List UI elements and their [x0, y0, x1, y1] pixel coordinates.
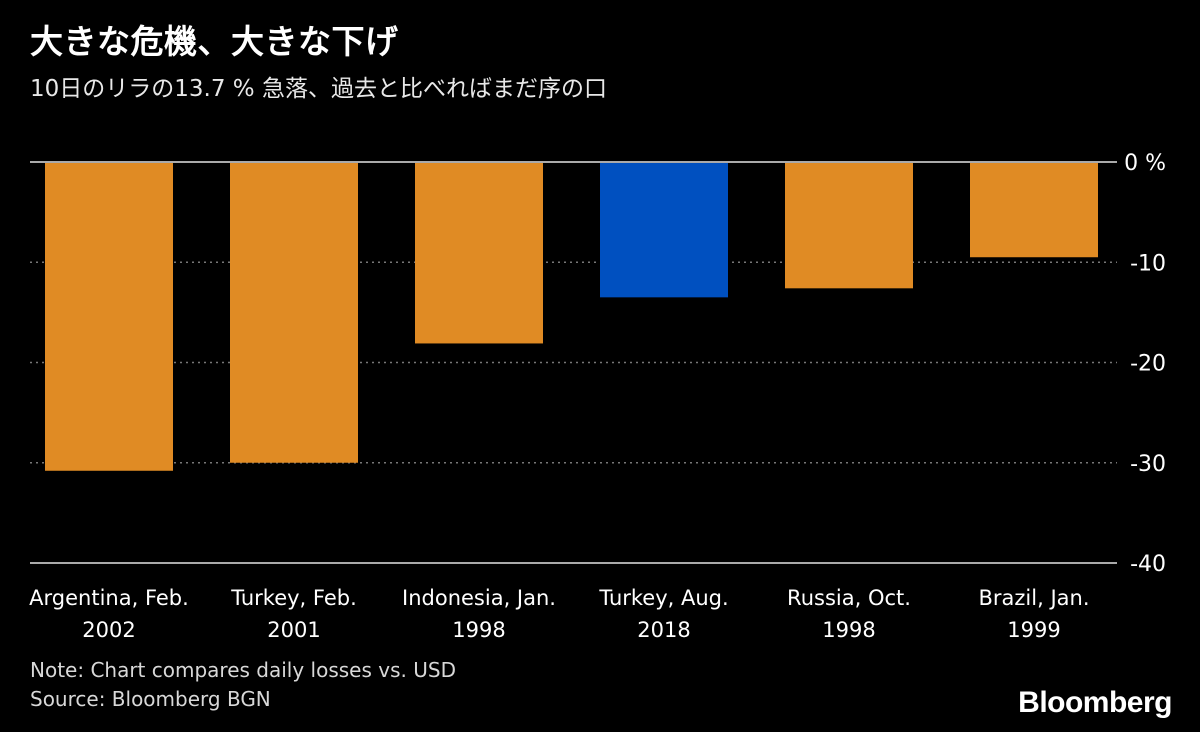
bar [785, 162, 913, 289]
chart-title: 大きな危機、大きな下げ [30, 22, 399, 61]
bar [970, 162, 1098, 258]
chart-note: Note: Chart compares daily losses vs. US… [30, 658, 456, 682]
x-tick-label: 2002 [82, 618, 135, 642]
x-tick-label: 1998 [822, 618, 875, 642]
bar [415, 162, 543, 344]
bar [230, 162, 358, 463]
y-tick-label: 0 % [1124, 151, 1166, 176]
y-tick-label: -30 [1130, 452, 1166, 477]
x-tick-label: Indonesia, Jan. [402, 586, 556, 610]
x-tick-label: Brazil, Jan. [979, 586, 1090, 610]
bar [600, 162, 728, 298]
x-tick-label: Russia, Oct. [787, 586, 911, 610]
y-tick-label: -40 [1130, 552, 1166, 577]
chart-subtitle: 10日のリラの13.7 % 急落、過去と比べればまだ序の口 [30, 76, 607, 102]
x-tick-label: Argentina, Feb. [29, 586, 189, 610]
x-tick-label: Turkey, Feb. [230, 586, 357, 610]
chart-source: Source: Bloomberg BGN [30, 687, 271, 711]
x-tick-label: Turkey, Aug. [598, 586, 728, 610]
y-tick-label: -20 [1130, 352, 1166, 377]
x-tick-label: 1999 [1007, 618, 1060, 642]
x-tick-label: 1998 [452, 618, 505, 642]
y-tick-label: -10 [1130, 251, 1166, 276]
bloomberg-logo: Bloomberg [1018, 686, 1172, 719]
x-tick-label: 2001 [267, 618, 320, 642]
bar [45, 162, 173, 471]
x-tick-label: 2018 [637, 618, 690, 642]
